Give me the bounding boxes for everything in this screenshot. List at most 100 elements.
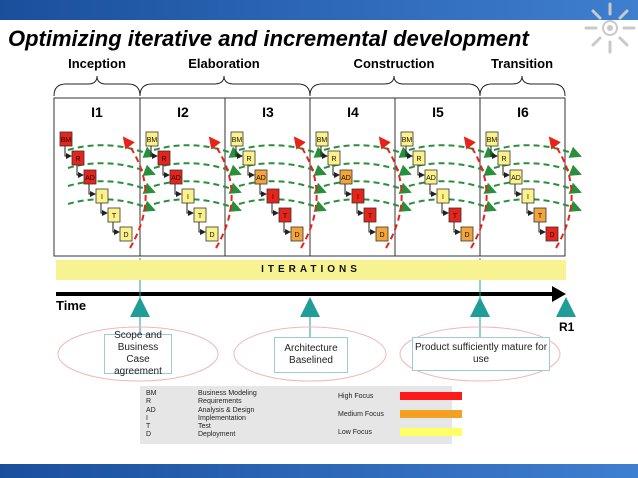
step-label-i-4: I bbox=[357, 194, 359, 201]
legend-abbr-bm: BM bbox=[146, 390, 157, 397]
step-connector-2-4 bbox=[186, 203, 194, 216]
step-box-r-2 bbox=[157, 150, 171, 166]
feedback-arc-3-4 bbox=[238, 198, 327, 212]
feedback-arc-5-2 bbox=[408, 162, 497, 176]
step-box-ad-1 bbox=[83, 169, 97, 185]
step-connector-3-1 bbox=[235, 146, 243, 159]
step-connector-4-1 bbox=[320, 146, 328, 159]
step-connector-3-4 bbox=[271, 203, 279, 216]
step-label-bm-2: BM bbox=[147, 137, 158, 144]
feedback-arc-4-4 bbox=[323, 198, 412, 212]
milestone-callout-architecture: Architecture Baselined bbox=[274, 337, 348, 373]
step-box-i-6 bbox=[521, 188, 535, 204]
legend-medium-focus: Medium Focus bbox=[338, 410, 462, 418]
step-box-t-4 bbox=[363, 207, 377, 223]
feedback-arc-2-3 bbox=[153, 180, 242, 194]
iteration-loop-arc-5 bbox=[463, 136, 488, 249]
bottom-blue-bar bbox=[0, 464, 638, 478]
step-connector-2-5 bbox=[198, 222, 206, 235]
step-box-d-1 bbox=[119, 226, 133, 242]
step-label-r-6: R bbox=[501, 156, 506, 163]
legend-desc-ad: Analysis & Design bbox=[198, 406, 255, 414]
legend-abbr-ad: AD bbox=[146, 406, 156, 414]
step-label-r-4: R bbox=[331, 156, 336, 163]
step-box-ad-2 bbox=[169, 169, 183, 185]
step-connector-5-2 bbox=[417, 165, 425, 178]
step-label-bm-4: BM bbox=[317, 137, 328, 144]
phase-elaboration: Elaboration bbox=[188, 56, 260, 71]
step-label-i-3: I bbox=[272, 194, 274, 201]
time-arrow-head bbox=[552, 286, 566, 302]
step-box-ad-3 bbox=[254, 169, 268, 185]
step-box-t-3 bbox=[278, 207, 292, 223]
milestone-ioc-triangle bbox=[470, 297, 490, 317]
time-axis bbox=[56, 286, 566, 302]
step-box-t-6 bbox=[533, 207, 547, 223]
legend-medium-focus-swatch bbox=[400, 410, 462, 418]
step-connector-3-3 bbox=[259, 184, 267, 197]
step-box-d-3 bbox=[290, 226, 304, 242]
step-box-d-5 bbox=[460, 226, 474, 242]
step-box-i-3 bbox=[266, 188, 280, 204]
step-label-ad-3: AD bbox=[256, 175, 266, 182]
step-label-d-1: D bbox=[123, 232, 128, 239]
time-label: Time bbox=[56, 298, 87, 313]
step-label-ad-6: AD bbox=[511, 175, 521, 182]
feedback-arc-4-1 bbox=[323, 144, 412, 158]
legend-desc-t: Test bbox=[198, 423, 211, 431]
slide-title: Optimizing iterative and incremental dev… bbox=[8, 26, 529, 51]
legend-low-focus-swatch bbox=[400, 428, 462, 436]
step-label-bm-3: BM bbox=[232, 137, 243, 144]
feedback-arc-2-1 bbox=[153, 144, 242, 158]
legend-descriptions: Business Modeling Requirements Analysis … bbox=[198, 390, 257, 440]
step-connector-1-3 bbox=[88, 184, 96, 197]
legend-abbr-t: T bbox=[146, 423, 151, 431]
legend-panel: BM R AD I T D Business Modeling Requirem… bbox=[140, 386, 462, 444]
release-label: R1 bbox=[559, 320, 575, 334]
step-connector-6-2 bbox=[502, 165, 510, 178]
step-box-r-4 bbox=[327, 150, 341, 166]
milestone-ellipses bbox=[57, 326, 561, 382]
phase-inception: Inception bbox=[68, 56, 126, 71]
iteration-loop-arc-6 bbox=[548, 136, 573, 249]
step-label-bm-5: BM bbox=[402, 137, 413, 144]
step-box-ad-5 bbox=[424, 169, 438, 185]
step-connector-6-5 bbox=[538, 222, 546, 235]
step-box-i-1 bbox=[95, 188, 109, 204]
step-label-d-2: D bbox=[209, 232, 214, 239]
legend-desc-bm: Business Modeling bbox=[198, 390, 257, 397]
legend-high-focus-swatch bbox=[400, 392, 462, 400]
feedback-arc-3-3 bbox=[238, 180, 327, 194]
feedback-arc-6-1 bbox=[493, 144, 582, 158]
step-label-d-5: D bbox=[464, 232, 469, 239]
phase-braces bbox=[53, 75, 566, 97]
phase-construction: Construction bbox=[353, 56, 435, 71]
legend-abbr-i: I bbox=[146, 414, 148, 422]
step-connector-5-1 bbox=[405, 146, 413, 159]
legend-high-focus: High Focus bbox=[338, 392, 462, 400]
step-label-t-2: T bbox=[198, 213, 203, 220]
feedback-arc-1-3 bbox=[67, 180, 156, 194]
step-box-bm-1 bbox=[59, 131, 73, 147]
step-connector-6-3 bbox=[514, 184, 522, 197]
step-label-d-3: D bbox=[294, 232, 299, 239]
step-box-t-1 bbox=[107, 207, 121, 223]
feedback-arc-5-1 bbox=[408, 144, 497, 158]
milestone-callout-scope: Scope and Business Case agreement bbox=[104, 330, 172, 377]
step-label-ad-2: AD bbox=[171, 175, 181, 182]
step-box-bm-3 bbox=[230, 131, 244, 147]
legend-abbr-d: D bbox=[146, 431, 152, 439]
feedback-arc-1-2 bbox=[67, 162, 156, 176]
step-connector-5-5 bbox=[453, 222, 461, 235]
step-label-ad-5: AD bbox=[426, 175, 436, 182]
step-box-bm-6 bbox=[485, 131, 499, 147]
legend-low-focus: Low Focus bbox=[338, 428, 462, 436]
step-label-t-1: T bbox=[112, 213, 117, 220]
step-box-bm-5 bbox=[400, 131, 414, 147]
iteration-label-i4: I4 bbox=[347, 104, 359, 120]
step-connector-2-3 bbox=[174, 184, 182, 197]
step-label-d-4: D bbox=[379, 232, 384, 239]
step-label-r-1: R bbox=[75, 156, 80, 163]
step-connector-1-5 bbox=[112, 222, 120, 235]
